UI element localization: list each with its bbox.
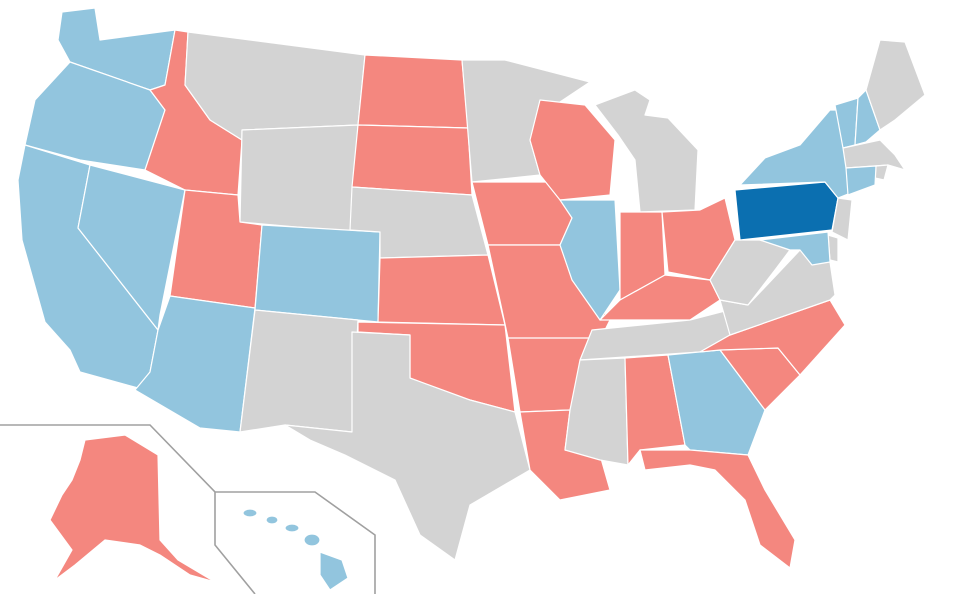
state-nv[interactable]	[77, 164, 186, 331]
state-sd[interactable]	[351, 124, 473, 196]
state-ct[interactable]	[845, 165, 877, 196]
state-wy[interactable]	[239, 124, 359, 233]
state-ak[interactable]	[49, 434, 216, 583]
state-nm[interactable]	[239, 309, 359, 433]
state-mi[interactable]	[594, 89, 699, 213]
state-nj[interactable]	[831, 197, 853, 241]
state-pa[interactable]	[734, 181, 839, 241]
state-ks[interactable]	[377, 254, 506, 326]
state-nh[interactable]	[854, 89, 881, 146]
state-md[interactable]	[759, 231, 831, 266]
state-hi[interactable]	[242, 508, 349, 591]
state-me[interactable]	[865, 39, 926, 131]
state-ri[interactable]	[874, 164, 889, 181]
state-co[interactable]	[254, 224, 381, 323]
state-va[interactable]	[719, 249, 836, 336]
state-nd[interactable]	[357, 54, 469, 129]
state-fl[interactable]	[639, 449, 796, 569]
state-al[interactable]	[624, 354, 686, 466]
inset-frame	[0, 424, 376, 594]
state-tx[interactable]	[284, 331, 531, 561]
state-il[interactable]	[559, 199, 621, 321]
state-wi[interactable]	[529, 99, 616, 201]
state-wv[interactable]	[709, 239, 791, 306]
